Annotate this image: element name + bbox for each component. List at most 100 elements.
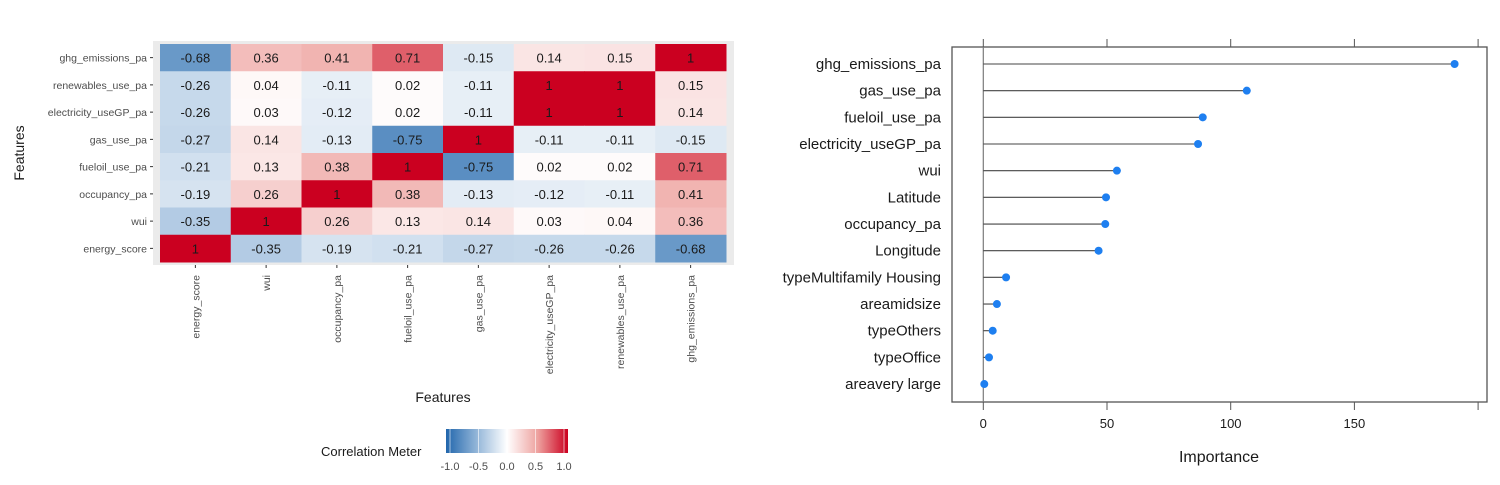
heatmap-cell-label: 1: [687, 51, 694, 66]
heatmap-cell: [584, 125, 656, 154]
heatmap-cell: [584, 153, 656, 181]
heatmap-y-tick-label: wui: [130, 216, 147, 228]
heatmap-cell-label: 0.26: [253, 187, 278, 202]
heatmap-cell-label: 0.04: [253, 78, 278, 93]
heatmap-cell-label: -0.13: [322, 132, 352, 147]
heatmap-y-tick-label: occupancy_pa: [79, 189, 147, 201]
heatmap-cell: [301, 71, 373, 99]
heatmap-cell-label: 0.36: [678, 214, 703, 229]
heatmap-cell: [160, 44, 232, 72]
heatmap-cell-label: 0.14: [678, 105, 703, 120]
heatmap-cell: [443, 207, 515, 236]
heatmap-cell: [443, 71, 515, 99]
heatmap-cell: [584, 207, 656, 236]
heatmap-cell: [301, 98, 373, 127]
importance-category-label: areavery large: [845, 376, 941, 393]
heatmap-cell: [301, 44, 373, 72]
heatmap-cell: [301, 207, 373, 236]
color-legend: Correlation Meter -1.0 -0.5 0.0 0.5 1.0: [321, 429, 572, 473]
heatmap-cell-label: -0.12: [534, 187, 564, 202]
heatmap-cell: [230, 44, 302, 72]
heatmap-cell: [443, 180, 515, 208]
heatmap-cell: [372, 153, 444, 181]
legend-tick-label: 0.0: [499, 461, 514, 473]
heatmap-cell: [584, 180, 656, 208]
heatmap-cell-label: 0.14: [253, 132, 278, 147]
importance-x-tick-label: 0: [980, 416, 987, 431]
heatmap-cell: [443, 234, 515, 263]
heatmap-cell: [513, 234, 585, 263]
importance-point: [1094, 246, 1103, 255]
correlation-heatmap: -0.68 0.36 0.41 0.71 -0.15 0.14 0.15 1 -0.26 0.04…: [11, 41, 734, 473]
heatmap-cell: [655, 153, 727, 181]
heatmap-cell: [655, 234, 727, 263]
heatmap-cell: [655, 125, 727, 154]
heatmap-cell-label: -0.15: [676, 132, 706, 147]
heatmap-cell-label: -0.27: [181, 132, 211, 147]
heatmap-cell-label: 0.41: [678, 187, 703, 202]
heatmap-cell-label: -0.12: [322, 105, 352, 120]
importance-category-label: Longitude: [875, 243, 941, 260]
heatmap-cell: [230, 180, 302, 208]
importance-plot-frame: [951, 46, 1488, 403]
importance-point: [988, 326, 997, 335]
heatmap-cell-label: 0.15: [678, 78, 703, 93]
heatmap-cell-label: -0.75: [393, 132, 423, 147]
heatmap-cell: [655, 207, 727, 236]
heatmap-cell-label: -0.68: [181, 51, 211, 66]
heatmap-x-tick-label: wui: [261, 275, 273, 292]
importance-point: [1242, 86, 1251, 95]
heatmap-cell: [372, 98, 444, 127]
heatmap-y-tick-label: ghg_emissions_pa: [59, 53, 147, 65]
heatmap-x-tick-label: electricity_useGP_pa: [544, 275, 556, 374]
heatmap-cell-label: 1: [404, 160, 411, 175]
heatmap-cell-label: 0.02: [395, 105, 420, 120]
legend-tick-label: -0.5: [469, 461, 488, 473]
heatmap-cell: [655, 71, 727, 99]
heatmap-x-tick-label: ghg_emissions_pa: [686, 275, 698, 363]
heatmap-cell: [160, 125, 232, 154]
importance-point: [1101, 220, 1110, 229]
importance-point: [1002, 273, 1011, 282]
heatmap-cell: [655, 98, 727, 127]
heatmap-cell-label: 1: [192, 241, 199, 256]
heatmap-x-axis-title: Features: [415, 389, 470, 405]
heatmap-cell-label: 1: [546, 78, 553, 93]
importance-category-label: typeMultifamily Housing: [783, 269, 941, 286]
heatmap-cell: [230, 153, 302, 181]
importance-x-tick-label: 100: [1220, 416, 1242, 431]
heatmap-cell-label: 1: [475, 132, 482, 147]
heatmap-cell: [160, 153, 232, 181]
heatmap-cell-label: -0.75: [464, 160, 494, 175]
heatmap-cell-label: 0.38: [324, 160, 349, 175]
heatmap-cell: [513, 98, 585, 127]
importance-point: [980, 380, 989, 389]
heatmap-y-tick-label: gas_use_pa: [90, 134, 147, 146]
heatmap-cell-label: 0.14: [536, 51, 561, 66]
importance-category-label: Latitude: [888, 189, 941, 206]
heatmap-cell-label: -0.21: [393, 241, 423, 256]
heatmap-cell-label: 0.15: [607, 51, 632, 66]
heatmap-cell: [372, 234, 444, 263]
heatmap-cell-label: 0.02: [395, 78, 420, 93]
heatmap-x-tick-label: occupancy_pa: [332, 275, 344, 343]
heatmap-cell: [160, 207, 232, 236]
importance-point: [1198, 113, 1207, 122]
importance-point: [1194, 140, 1203, 149]
heatmap-x-tick-label: renewables_use_pa: [615, 275, 627, 369]
heatmap-cell: [160, 98, 232, 127]
heatmap-cell-label: 0.13: [395, 214, 420, 229]
legend-title: Correlation Meter: [321, 444, 422, 459]
heatmap-cell: [230, 71, 302, 99]
heatmap-cell-label: -0.27: [464, 241, 494, 256]
heatmap-cell: [513, 207, 585, 236]
heatmap-cell-label: 0.36: [253, 51, 278, 66]
importance-point: [1112, 166, 1121, 175]
heatmap-cell: [443, 125, 515, 154]
heatmap-cell-label: -0.19: [322, 241, 352, 256]
importance-category-label: fueloil_use_pa: [844, 109, 941, 126]
heatmap-x-tick-label: energy_score: [190, 275, 202, 339]
heatmap-cell-label: -0.26: [605, 241, 635, 256]
importance-category-label: typeOthers: [868, 323, 941, 340]
heatmap-cell: [372, 207, 444, 236]
